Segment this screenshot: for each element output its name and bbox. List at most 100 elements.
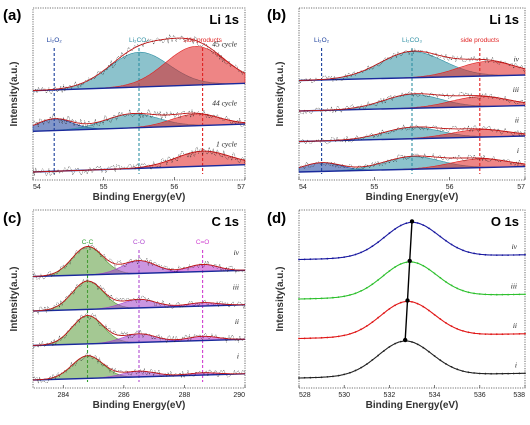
panel-letter: (b) — [267, 7, 286, 24]
data-point — [343, 373, 346, 376]
plot-frame — [298, 7, 526, 181]
peak-marker — [405, 298, 410, 303]
series-label: iii — [233, 282, 239, 291]
fit-envelope — [33, 315, 245, 346]
fit-envelope — [32, 112, 246, 126]
data-point — [456, 368, 459, 371]
data-point — [371, 245, 374, 248]
data-point — [462, 249, 464, 252]
data-point — [450, 366, 453, 368]
data-point — [484, 333, 487, 335]
data-point — [495, 333, 498, 336]
data-point — [320, 336, 323, 339]
data-point — [428, 227, 430, 230]
data-point — [365, 287, 368, 289]
baseline — [32, 269, 246, 278]
data-point — [326, 257, 329, 260]
plot-frame — [32, 209, 246, 389]
data-point — [394, 304, 396, 307]
x-tick-label: 57 — [517, 184, 525, 191]
data-point — [411, 301, 413, 303]
x-axis-label: Binding Energy(eV) — [366, 400, 459, 411]
data-point — [298, 337, 300, 340]
data-point — [428, 350, 430, 353]
data-point — [354, 292, 357, 295]
panel-title: O 1s — [491, 214, 519, 229]
data-point — [439, 359, 442, 362]
fit-envelope — [32, 355, 246, 381]
data-point — [490, 372, 492, 375]
data-point — [349, 294, 351, 296]
data-point — [456, 246, 459, 249]
fit-envelope — [33, 246, 245, 277]
data-point — [399, 301, 402, 304]
baseline — [298, 74, 526, 82]
data-point — [382, 274, 385, 277]
series-label: iv — [514, 54, 520, 63]
data-point — [377, 354, 379, 357]
x-tick-label: 55 — [100, 184, 108, 191]
data-point — [450, 325, 453, 328]
data-point — [473, 252, 475, 255]
data-point — [433, 355, 436, 357]
spectrum-line — [299, 340, 525, 379]
data-point — [518, 333, 521, 335]
peak-label: Li₂O₂ — [314, 37, 330, 44]
data-point — [320, 258, 323, 260]
data-point — [501, 254, 504, 256]
data-point — [507, 293, 509, 296]
data-point — [518, 372, 521, 375]
x-tick-label: 284 — [57, 392, 69, 399]
raw-data — [298, 48, 526, 84]
data-point — [371, 321, 374, 323]
x-axis-label: Binding Energy(eV) — [366, 192, 459, 203]
series-label: i — [517, 146, 519, 155]
data-point — [332, 257, 334, 260]
data-point — [507, 372, 509, 375]
data-point — [473, 332, 475, 335]
x-tick-label: 528 — [299, 392, 311, 399]
data-point — [360, 328, 362, 331]
series-label: 1 cycle — [216, 139, 238, 148]
series-label: 44 cycle — [212, 99, 237, 108]
data-point — [512, 333, 515, 335]
data-point — [439, 235, 442, 238]
data-point — [518, 293, 521, 296]
raw-data — [32, 146, 246, 177]
data-point — [343, 295, 346, 298]
panel-3: (c) C 1s Binding Energy(eV) Intensity(a.u.)… — [3, 209, 246, 411]
data-point — [303, 337, 306, 340]
x-tick-label: 56 — [170, 184, 178, 191]
spectrum-line — [299, 261, 525, 300]
data-point — [332, 336, 334, 338]
data-point — [337, 335, 340, 338]
peak-label: side products — [460, 37, 499, 44]
data-point — [428, 268, 430, 271]
data-point — [349, 333, 351, 335]
data-point — [298, 377, 300, 379]
series-label: iii — [511, 281, 517, 290]
data-point — [343, 256, 346, 258]
data-point — [422, 264, 425, 267]
x-tick-label: 57 — [237, 184, 245, 191]
series-label: i — [515, 360, 517, 369]
data-point — [439, 318, 442, 320]
data-point — [320, 297, 323, 300]
data-point — [478, 372, 481, 375]
raw-data — [32, 277, 246, 315]
data-point — [354, 331, 357, 333]
x-tick-label: 286 — [118, 392, 130, 399]
data-point — [445, 281, 447, 283]
data-point — [399, 340, 402, 343]
data-point — [501, 372, 504, 375]
panel-2: (b) Li 1s Binding Energy(eV) Intensity(a.u.… — [267, 7, 526, 203]
data-point — [360, 366, 362, 369]
data-point — [394, 342, 396, 345]
data-point — [360, 251, 362, 254]
data-point — [377, 241, 379, 244]
data-point — [512, 372, 515, 375]
data-point — [445, 363, 447, 365]
data-point — [416, 302, 419, 305]
data-point — [309, 337, 312, 340]
data-point — [315, 297, 317, 300]
